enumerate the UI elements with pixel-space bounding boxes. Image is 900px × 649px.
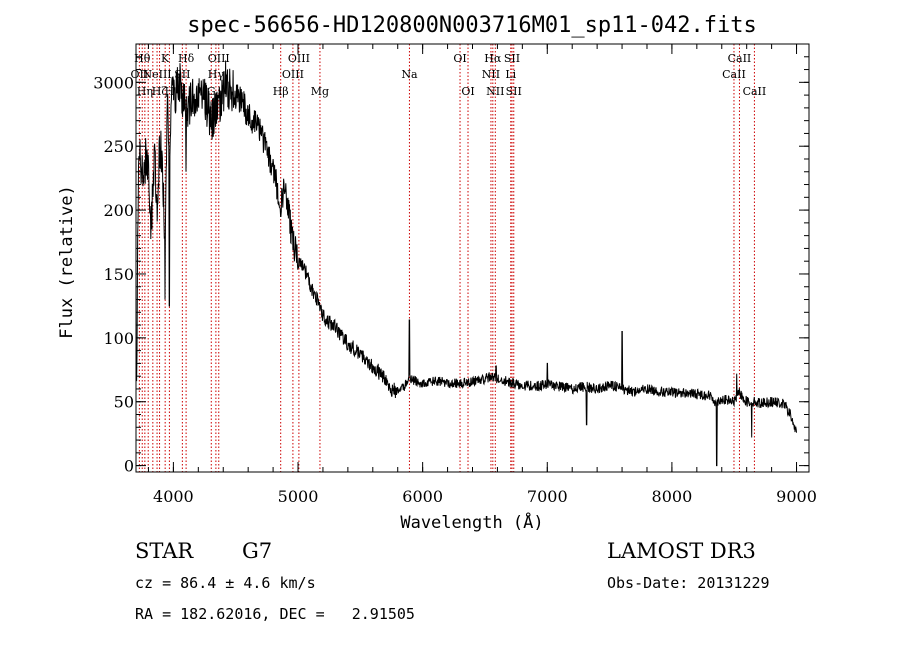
line-label: OI	[453, 52, 466, 65]
redshift-readout: cz = 86.4 ± 4.6 km/s	[135, 574, 316, 592]
line-label: Li	[505, 68, 516, 81]
line-label: CaII	[722, 68, 746, 81]
y-tick-label: 0	[124, 457, 134, 476]
object-class: STAR	[135, 539, 194, 563]
line-label: SII	[174, 68, 190, 81]
chart-title: spec-56656-HD120800N003716M01_sp11-042.f…	[187, 13, 757, 38]
line-label: H	[165, 85, 175, 98]
x-tick-label: 8000	[652, 487, 693, 506]
survey-name: LAMOST DR3	[607, 539, 756, 563]
line-label: OIII	[208, 52, 230, 65]
x-tick-label: 9000	[776, 487, 817, 506]
coordinates: RA = 182.62016, DEC = 2.91505	[135, 605, 415, 623]
y-tick-label: 250	[103, 137, 134, 156]
line-label: K	[161, 52, 170, 65]
x-tick-label: 7000	[527, 487, 568, 506]
x-tick-labels: 4000 5000 6000 7000 8000 9000	[153, 487, 817, 506]
obs-date: Obs-Date: 20131229	[607, 574, 770, 592]
y-tick-labels: 0 50 100 150 200 250 3000	[93, 73, 134, 475]
line-label: NeIII	[142, 68, 171, 81]
line-label: OIII	[288, 52, 310, 65]
line-label: Hη	[137, 85, 153, 98]
object-subclass: G7	[242, 539, 272, 563]
line-label: OI	[461, 85, 474, 98]
line-label: OII	[131, 68, 149, 81]
line-label: CaII	[743, 85, 767, 98]
line-label: Na	[401, 68, 418, 81]
y-tick-label: 3000	[93, 73, 134, 92]
y-axis-label: Flux (relative)	[57, 185, 77, 339]
line-label: CaII	[728, 52, 752, 65]
line-label: SII	[504, 52, 520, 65]
y-tick-label: 200	[103, 201, 134, 220]
line-label: Hδ	[178, 52, 195, 65]
line-label: G	[207, 85, 216, 98]
line-label: Mg	[311, 85, 329, 98]
axis-ticks	[136, 44, 809, 472]
spectrum-series	[136, 60, 797, 467]
line-label: OIII	[282, 68, 304, 81]
x-tick-label: 5000	[278, 487, 319, 506]
line-label: Hθ	[134, 52, 151, 65]
line-label: Hγ	[208, 68, 225, 81]
line-label: SII	[506, 85, 522, 98]
line-label: Hα	[484, 52, 502, 65]
line-label: Hζ	[152, 85, 168, 98]
line-label: NII	[486, 85, 504, 98]
y-tick-label: 50	[114, 393, 134, 412]
x-tick-label: 4000	[153, 487, 194, 506]
line-label: NII	[482, 68, 500, 81]
x-axis-label: Wavelength (Å)	[400, 511, 543, 533]
x-tick-label: 6000	[402, 487, 443, 506]
y-tick-label: 150	[103, 265, 134, 284]
line-label: Hβ	[273, 85, 289, 98]
plot-frame	[135, 43, 810, 473]
y-tick-label: 100	[103, 329, 134, 348]
